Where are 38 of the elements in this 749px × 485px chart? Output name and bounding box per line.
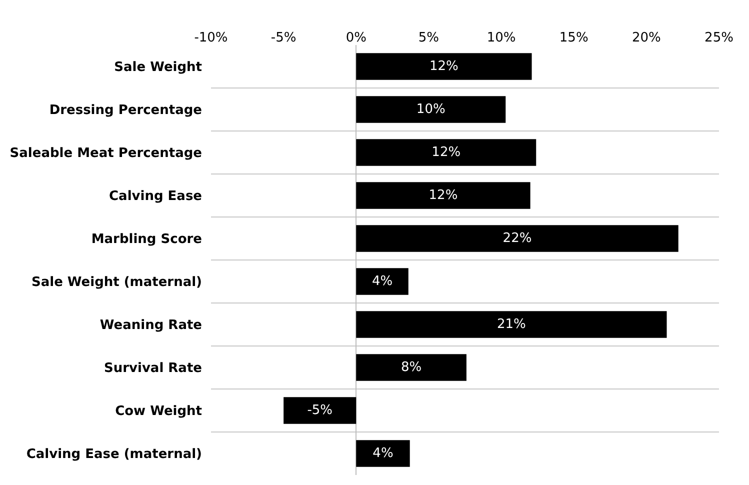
data-label: 12% [428, 188, 458, 203]
data-label: 4% [372, 446, 394, 461]
y-tick-label: Cow Weight [115, 404, 202, 420]
y-tick-label: Calving Ease [109, 189, 202, 204]
y-tick-label: Calving Ease (maternal) [26, 447, 202, 462]
x-tick-label: -10% [194, 30, 228, 46]
y-tick-label: Marbling Score [91, 232, 202, 248]
x-tick-label: 15% [559, 30, 588, 46]
x-tick-label: -5% [270, 30, 296, 46]
bar [356, 96, 506, 123]
x-tick-label: 25% [704, 30, 734, 46]
x-tick-label: 10% [486, 30, 516, 46]
bar [356, 440, 410, 467]
data-label: 12% [430, 59, 458, 74]
bar [356, 182, 530, 209]
data-label: 22% [502, 231, 532, 246]
x-tick-label: 5% [418, 30, 440, 46]
data-label: 4% [372, 274, 393, 289]
data-label: 12% [432, 145, 461, 160]
bar [356, 354, 466, 381]
bar [284, 397, 356, 424]
bar [356, 311, 667, 338]
y-tick-label: Survival Rate [104, 361, 202, 376]
y-tick-label: Saleable Meat Percentage [10, 146, 202, 162]
data-label: 21% [496, 317, 526, 332]
x-tick-label: 20% [632, 30, 661, 46]
y-tick-label: Dressing Percentage [49, 103, 202, 118]
bar [356, 139, 536, 166]
bar [356, 53, 532, 80]
bar [356, 268, 408, 295]
data-label: -5% [307, 403, 333, 418]
data-label: 8% [400, 360, 422, 375]
x-tick-label: 0% [346, 30, 366, 46]
y-tick-label: Sale Weight (maternal) [31, 275, 202, 290]
y-tick-label: Weaning Rate [100, 318, 202, 334]
bar [356, 225, 678, 252]
y-tick-label: Sale Weight [114, 60, 202, 76]
data-label: 10% [416, 102, 446, 117]
